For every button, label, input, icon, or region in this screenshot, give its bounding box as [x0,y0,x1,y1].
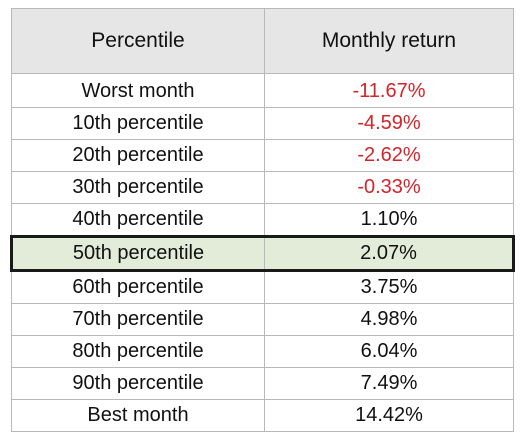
table-row-60th-percentile: 60th percentile 3.75% [11,270,514,304]
row-label: 30th percentile [11,171,265,204]
row-label: 20th percentile [11,139,265,172]
row-value: -2.62% [264,139,514,172]
row-value: 4.98% [264,303,514,336]
row-label: 10th percentile [11,107,265,140]
row-value: -4.59% [264,107,514,140]
table-row-best-month: Best month 14.42% [11,399,514,432]
row-value: 7.49% [264,367,514,400]
row-label: Worst month [11,73,265,108]
row-value: 1.10% [264,203,514,237]
percentile-table-container: Percentile Monthly return Worst month -1… [10,8,515,432]
row-label: Best month [11,399,265,432]
header-row: Percentile Monthly return [11,8,514,74]
table-body: Worst month -11.67% 10th percentile -4.5… [10,73,515,432]
table-row-80th-percentile: 80th percentile 6.04% [11,335,514,368]
row-value: 6.04% [264,335,514,368]
table-row-worst-month: Worst month -11.67% [11,73,514,108]
table-row-90th-percentile: 90th percentile 7.49% [11,367,514,400]
row-value: 14.42% [264,399,514,432]
row-value: -0.33% [264,171,514,204]
row-value: 3.75% [264,270,514,304]
header-monthly-return: Monthly return [264,8,514,74]
row-value: -11.67% [264,73,514,108]
row-label: 90th percentile [11,367,265,400]
row-label: 40th percentile [11,203,265,237]
row-label: 50th percentile [10,235,265,272]
row-label: 60th percentile [11,270,265,304]
header-percentile: Percentile [11,8,265,74]
table-row-70th-percentile: 70th percentile 4.98% [11,303,514,336]
table-header: Percentile Monthly return [11,8,514,74]
percentile-returns-table: Percentile Monthly return Worst month -1… [10,8,515,432]
table-row-50th-percentile-highlighted: 50th percentile 2.07% [10,235,515,272]
row-value: 2.07% [264,235,515,272]
row-label: 70th percentile [11,303,265,336]
table-row-10th-percentile: 10th percentile -4.59% [11,107,514,140]
table-row-20th-percentile: 20th percentile -2.62% [11,139,514,172]
row-label: 80th percentile [11,335,265,368]
table-row-30th-percentile: 30th percentile -0.33% [11,171,514,204]
table-row-40th-percentile: 40th percentile 1.10% [11,203,514,237]
